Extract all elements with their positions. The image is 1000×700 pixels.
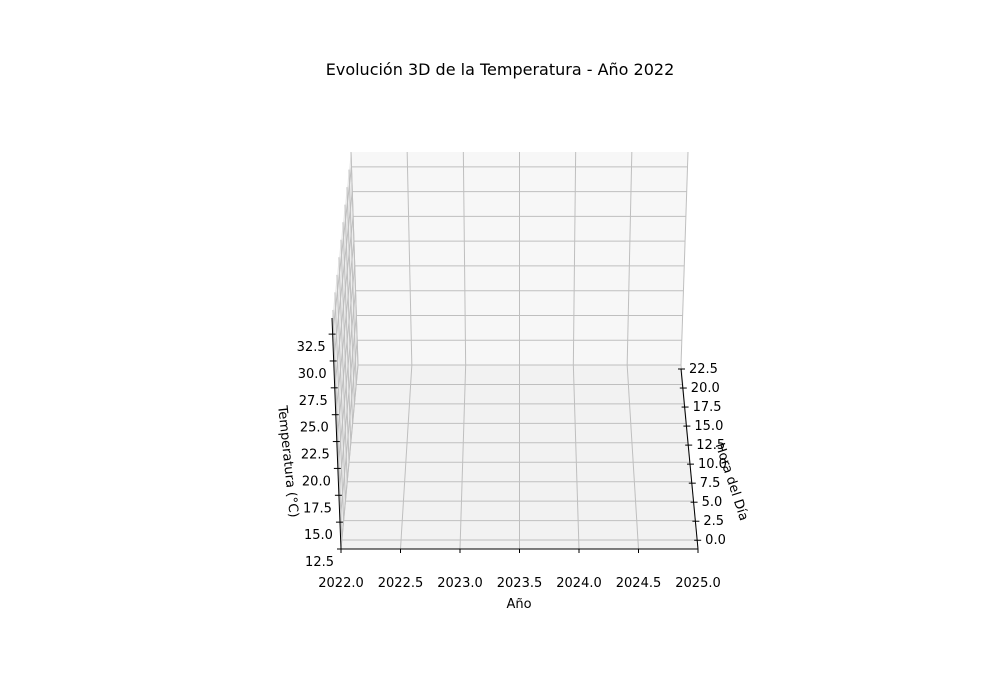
y-tick-label: 5.0 [702,495,723,510]
grid-line-x-floor [400,364,413,550]
x-tick-label: 2022.0 [318,576,364,591]
x-tick-label: 2023.0 [437,576,483,591]
axis-panes [332,152,698,549]
tick-marks [328,333,702,553]
x-tick-label: 2023.5 [497,576,543,591]
grid-line-z-side [332,166,352,335]
z-tick-label: 25.0 [300,421,329,436]
z-tick-label: 20.0 [302,474,331,489]
y-tick-label: 22.5 [689,362,718,377]
chart-title: Evolución 3D de la Temperatura - Año 202… [325,60,675,79]
grid-line-y-side [332,309,343,541]
grid-line-z-side [340,364,359,550]
z-axis-label: Temperatura (°C) [274,404,301,518]
grid-line-z-side [339,340,358,523]
grid-line-y-side [340,239,350,463]
grid-line-x-back [626,151,633,366]
grid-line-x-back [680,151,689,366]
grid-line-x-back [572,151,577,366]
grid-line-z-side [335,241,355,415]
grid-line-z-side [333,191,353,362]
y-tick-label: 20.0 [691,381,720,396]
grid-line-x-floor [459,364,467,550]
z-tick-label: 30.0 [298,367,327,382]
y-tick-label: 10.0 [698,457,727,472]
grid-line-y-side [344,204,354,424]
grid-line-x-floor [572,364,580,550]
grid-line-y-side [346,187,355,404]
grid-line-z-side [334,216,354,388]
z-tick-label: 12.5 [305,555,334,570]
grid-line-x-floor [626,364,639,550]
z-tick-label: 15.0 [304,528,333,543]
grid-line-x-back [462,151,467,366]
y-tick-label: 15.0 [694,419,723,434]
x-tick-label: 2024.0 [556,576,602,591]
z-tick-label: 32.5 [297,340,326,355]
z-tick-label: 22.5 [301,448,330,463]
y-tick-label: 0.0 [705,533,726,548]
grid-lines [332,151,699,550]
grid-line-y-side [350,151,359,366]
y-tick-label: 17.5 [693,400,722,415]
x-tick-label: 2022.5 [378,576,424,591]
x-tick-label: 2025.0 [675,576,721,591]
y-axis-line [680,368,699,550]
grid-line-y-side [334,292,345,521]
grid-line-x-back [406,151,413,366]
x-axis-label: Año [506,597,531,612]
z-tick-label: 17.5 [303,501,332,516]
grid-line-z-side [337,290,357,469]
grid-line-y-side [338,257,348,482]
z-axis-line [331,317,342,550]
grid-line-y-side [342,222,352,443]
grid-line-z-side [336,265,356,442]
tick-labels: 2022.0 2022.5 2023.0 2023.5 2024.0 2024.5 2025… [297,340,727,591]
grid-line-z-side [338,315,357,496]
x-tick-label: 2024.5 [616,576,662,591]
y-tick-label: 7.5 [700,476,721,491]
z-tick-label: 27.5 [299,394,328,409]
grid-line-y-side [348,169,357,385]
y-tick-label: 12.5 [696,438,725,453]
y-tick-label: 2.5 [703,514,724,529]
grid-line-y-side [336,274,346,502]
